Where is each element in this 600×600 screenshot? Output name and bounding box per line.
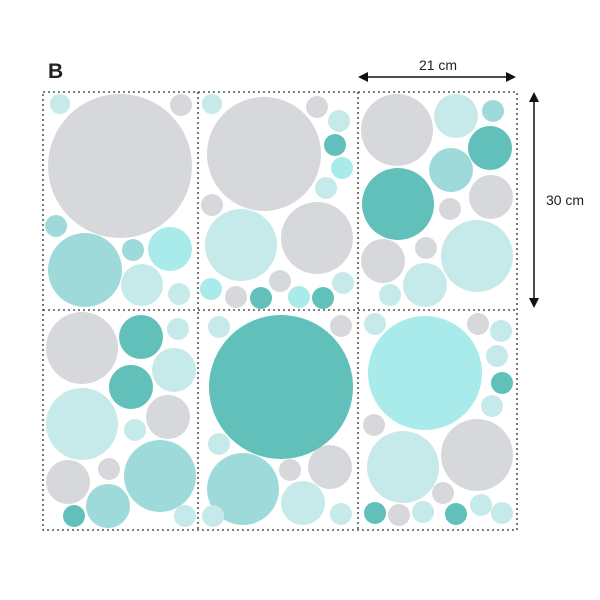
dot bbox=[46, 312, 118, 384]
dot bbox=[491, 502, 513, 524]
dot bbox=[491, 372, 513, 394]
dot bbox=[332, 272, 354, 294]
dot bbox=[306, 96, 328, 118]
dot bbox=[331, 157, 353, 179]
width-label: 21 cm bbox=[419, 57, 457, 73]
dot bbox=[279, 459, 301, 481]
dot bbox=[269, 270, 291, 292]
height-label: 30 cm bbox=[546, 192, 584, 208]
dot bbox=[201, 194, 223, 216]
dot bbox=[367, 431, 439, 503]
dot bbox=[46, 388, 118, 460]
dot bbox=[445, 503, 467, 525]
dot bbox=[490, 320, 512, 342]
dot bbox=[362, 168, 434, 240]
dot bbox=[170, 94, 192, 116]
dot bbox=[434, 94, 478, 138]
dot bbox=[482, 100, 504, 122]
dot bbox=[470, 494, 492, 516]
height-dimension: 30 cm bbox=[529, 92, 584, 308]
dot bbox=[308, 445, 352, 489]
dot bbox=[124, 440, 196, 512]
circles bbox=[45, 94, 513, 528]
dot bbox=[441, 220, 513, 292]
dot bbox=[388, 504, 410, 526]
dot bbox=[429, 148, 473, 192]
dot bbox=[124, 419, 146, 441]
dot bbox=[364, 313, 386, 335]
dot bbox=[415, 237, 437, 259]
dot bbox=[207, 453, 279, 525]
dot bbox=[281, 202, 353, 274]
dot bbox=[432, 482, 454, 504]
dot bbox=[122, 239, 144, 261]
dot bbox=[168, 283, 190, 305]
dot bbox=[121, 264, 163, 306]
dot bbox=[288, 286, 310, 308]
dot bbox=[200, 278, 222, 300]
dot bbox=[48, 94, 192, 238]
dot bbox=[328, 110, 350, 132]
dot bbox=[225, 286, 247, 308]
dot bbox=[468, 126, 512, 170]
dot bbox=[486, 345, 508, 367]
dot bbox=[86, 484, 130, 528]
dot bbox=[469, 175, 513, 219]
dot bbox=[481, 395, 503, 417]
dot bbox=[312, 287, 334, 309]
dot bbox=[207, 97, 321, 211]
dot bbox=[50, 94, 70, 114]
dot bbox=[315, 177, 337, 199]
dot bbox=[368, 316, 482, 430]
arrowhead bbox=[529, 92, 539, 102]
dot bbox=[152, 348, 196, 392]
dot bbox=[148, 227, 192, 271]
width-dimension: 21 cm bbox=[358, 57, 516, 82]
dot bbox=[146, 395, 190, 439]
cut-border bbox=[42, 91, 518, 531]
dot bbox=[441, 419, 513, 491]
dot bbox=[361, 94, 433, 166]
dot bbox=[63, 505, 85, 527]
arrowhead bbox=[506, 72, 516, 82]
dot bbox=[363, 414, 385, 436]
dot bbox=[202, 94, 222, 114]
dot bbox=[439, 198, 461, 220]
dot bbox=[467, 313, 489, 335]
dot bbox=[361, 239, 405, 283]
dot bbox=[167, 318, 189, 340]
dot bbox=[250, 287, 272, 309]
dot bbox=[205, 209, 277, 281]
dot bbox=[202, 505, 224, 527]
dot bbox=[324, 134, 346, 156]
dot bbox=[48, 233, 122, 307]
dot bbox=[208, 316, 230, 338]
dot bbox=[330, 503, 352, 525]
dot bbox=[98, 458, 120, 480]
cut-lines bbox=[42, 91, 518, 531]
arrowhead bbox=[529, 298, 539, 308]
dot bbox=[46, 460, 90, 504]
dot bbox=[364, 502, 386, 524]
dot bbox=[281, 481, 325, 525]
dot bbox=[109, 365, 153, 409]
dot bbox=[379, 284, 401, 306]
dot bbox=[174, 505, 196, 527]
dot bbox=[209, 315, 353, 459]
dot bbox=[330, 315, 352, 337]
dot bbox=[403, 263, 447, 307]
arrowhead bbox=[358, 72, 368, 82]
dot bbox=[412, 501, 434, 523]
dot bbox=[208, 433, 230, 455]
dot bbox=[119, 315, 163, 359]
dot bbox=[45, 215, 67, 237]
figure-label: B bbox=[48, 60, 63, 83]
